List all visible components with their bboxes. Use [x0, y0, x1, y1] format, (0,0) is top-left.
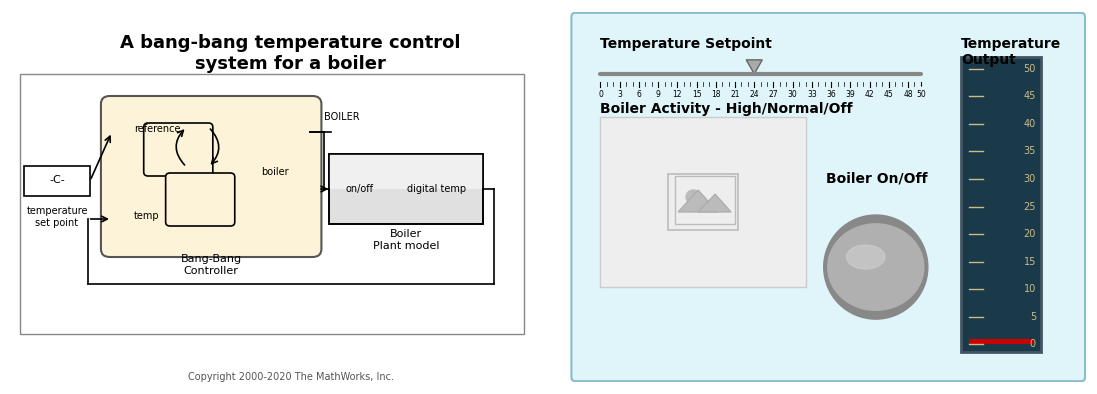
Text: -C-: -C- [49, 175, 65, 185]
Text: reference: reference [134, 124, 180, 134]
Text: temp: temp [134, 211, 159, 221]
Text: 50: 50 [1024, 64, 1036, 74]
Text: 35: 35 [1024, 147, 1036, 156]
FancyBboxPatch shape [572, 13, 1085, 381]
FancyBboxPatch shape [675, 176, 735, 224]
FancyBboxPatch shape [668, 174, 738, 230]
FancyBboxPatch shape [969, 338, 1033, 344]
Text: boiler: boiler [261, 167, 289, 177]
Text: 36: 36 [826, 90, 836, 99]
FancyBboxPatch shape [329, 154, 483, 224]
Text: 10: 10 [1024, 284, 1036, 294]
Text: 50: 50 [916, 90, 926, 99]
Text: 30: 30 [1024, 174, 1036, 184]
Text: 39: 39 [846, 90, 856, 99]
FancyBboxPatch shape [24, 166, 90, 196]
Text: 48: 48 [903, 90, 913, 99]
Text: Copyright 2000-2020 The MathWorks, Inc.: Copyright 2000-2020 The MathWorks, Inc. [188, 372, 394, 382]
Text: 0: 0 [1030, 339, 1036, 349]
Polygon shape [678, 190, 719, 212]
Text: Boiler On/Off: Boiler On/Off [826, 172, 927, 186]
Text: 0: 0 [598, 90, 603, 99]
Polygon shape [698, 194, 731, 212]
Text: BOILER: BOILER [324, 112, 359, 122]
FancyBboxPatch shape [101, 96, 321, 257]
Circle shape [686, 190, 700, 204]
Text: Bang-Bang
Controller: Bang-Bang Controller [181, 254, 241, 275]
Text: 25: 25 [1024, 201, 1036, 212]
Text: 45: 45 [884, 90, 894, 99]
Text: 33: 33 [807, 90, 817, 99]
Text: digital temp: digital temp [407, 184, 466, 194]
Bar [20, 74, 524, 334]
Text: 6: 6 [636, 90, 642, 99]
FancyBboxPatch shape [144, 123, 213, 176]
Text: Boiler
Plant model: Boiler Plant model [373, 229, 439, 251]
Text: 12: 12 [672, 90, 682, 99]
Text: 9: 9 [656, 90, 660, 99]
Text: 40: 40 [1024, 119, 1036, 129]
Text: Temperature Setpoint: Temperature Setpoint [600, 37, 772, 51]
Polygon shape [746, 60, 762, 74]
Text: 3: 3 [618, 90, 622, 99]
FancyBboxPatch shape [166, 173, 235, 226]
Ellipse shape [828, 224, 924, 310]
Text: 15: 15 [1024, 256, 1036, 267]
Text: 24: 24 [749, 90, 759, 99]
Circle shape [824, 215, 928, 319]
Ellipse shape [847, 245, 885, 269]
Text: 27: 27 [769, 90, 778, 99]
Text: 5: 5 [1030, 312, 1036, 322]
Text: 30: 30 [788, 90, 798, 99]
Text: 21: 21 [731, 90, 739, 99]
Text: 15: 15 [692, 90, 701, 99]
Text: on/off: on/off [346, 184, 374, 194]
FancyBboxPatch shape [329, 154, 483, 189]
FancyBboxPatch shape [600, 117, 805, 287]
Text: 20: 20 [1024, 229, 1036, 239]
Text: Boiler Activity - High/Normal/Off: Boiler Activity - High/Normal/Off [600, 102, 853, 116]
Text: 42: 42 [864, 90, 874, 99]
Text: temperature
set point: temperature set point [26, 206, 88, 228]
FancyBboxPatch shape [961, 57, 1041, 352]
Text: 45: 45 [1024, 91, 1036, 101]
Text: Temperature
Output: Temperature Output [961, 37, 1061, 67]
Text: 18: 18 [711, 90, 721, 99]
Text: A bang-bang temperature control
system for a boiler: A bang-bang temperature control system f… [121, 34, 461, 73]
